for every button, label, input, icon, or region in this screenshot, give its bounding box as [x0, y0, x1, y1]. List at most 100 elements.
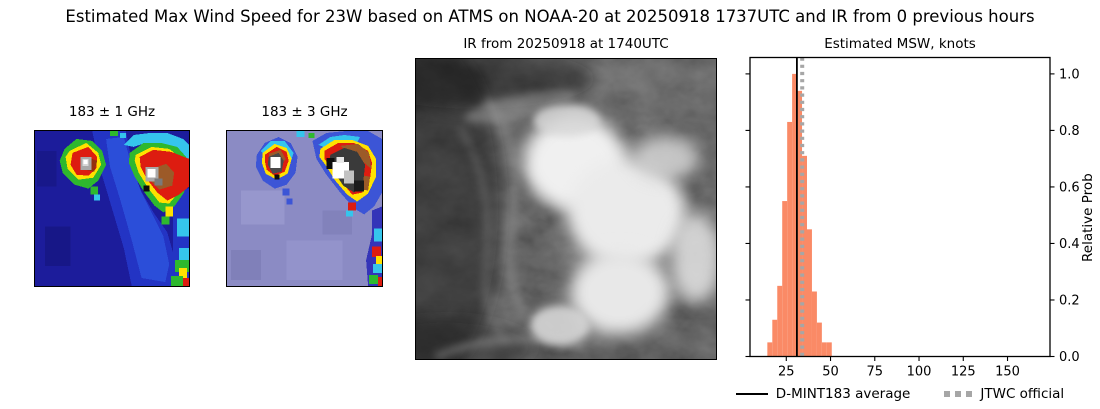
jtwc-dotted-line-sample [944, 391, 973, 397]
mw1-top-speck [110, 131, 118, 136]
y-tick-label: 0.8 [1059, 124, 1080, 139]
ir-storm-south [569, 250, 670, 335]
ir-wisp-arc1 [482, 95, 530, 320]
mw2-streak-yellow [376, 256, 382, 266]
hist-bar [821, 342, 827, 357]
mw2-top-speck2 [308, 132, 315, 138]
ir-dark-left [416, 59, 504, 359]
y-tick-label: 0.6 [1059, 180, 1080, 195]
mw2-b-black1 [326, 157, 335, 169]
mw1-streak-green2 [171, 276, 184, 286]
hist-frame [749, 56, 1051, 358]
mw2-svg [227, 131, 382, 286]
jtwc-dot [955, 391, 962, 397]
mw2-streak-cyan [374, 228, 382, 242]
mw2-blob-b [312, 131, 382, 217]
ir-storm-clouds [523, 104, 716, 346]
mw2-mottle4 [322, 210, 353, 235]
ir-storm-sw [530, 305, 590, 346]
x-tick-label: 150 [995, 365, 1020, 380]
hist-bar [782, 201, 788, 357]
mw2-streak-red [372, 246, 382, 258]
hist-bar [767, 342, 773, 357]
x-tick-label: 100 [907, 365, 932, 380]
mw2-a-trail2 [286, 198, 293, 205]
ir-wisps [434, 89, 586, 359]
mw1-blob-a [59, 138, 107, 201]
hist-bar [772, 319, 778, 357]
ir-wisp-band [463, 89, 577, 124]
mw1-blob-b [123, 132, 189, 225]
hist-plot-group: 25 50 75 100 125 150 0.0 0.2 0.4 0.6 0.8 1.0 [745, 56, 1080, 380]
hist-bar [806, 229, 812, 357]
mw1-scene [35, 131, 189, 286]
hist-title: Estimated MSW, knots [824, 36, 976, 52]
mw1-b-black-px [143, 185, 150, 192]
ir-image [415, 58, 717, 360]
mw1-streak-green [175, 260, 189, 273]
jtwc-dot [944, 391, 951, 397]
hist-bar [777, 285, 783, 357]
mw2-mottle3 [230, 250, 261, 281]
mw2-top-speck [296, 131, 305, 137]
mw1-streak-cyan2 [179, 248, 189, 261]
hist-bar [797, 90, 803, 357]
y-tick-label: 0.2 [1059, 293, 1080, 308]
mw1-a-tail-cyan [94, 194, 101, 201]
mw1-streak-yellow [179, 268, 188, 281]
mw1-brighter-band [106, 136, 170, 283]
mw1-b-spike-yellow [165, 206, 174, 217]
figure-title: Estimated Max Wind Speed for 23W based o… [65, 7, 1035, 26]
y-tick-label: 1.0 [1059, 67, 1080, 82]
hist-bar [811, 291, 817, 357]
hist-legend: D-MINT183 average JTWC official [695, 386, 1100, 402]
dmint-average-line-sample [735, 393, 768, 395]
mw1-a-tail-green [90, 186, 99, 195]
mw2-title: 183 ± 3 GHz [261, 104, 348, 120]
ir-svg [416, 59, 716, 359]
ir-storm-band-ne [632, 136, 701, 181]
mw1-dark-patch [44, 226, 71, 267]
mw1-a-white-core [83, 159, 88, 164]
mw1-b-cyan [123, 132, 189, 161]
jtwc-dot [966, 391, 973, 397]
hist-bar [792, 73, 798, 357]
mw2-a-black-px [274, 174, 280, 180]
ir-dark-bottom [416, 317, 536, 359]
hist-chart: 25 50 75 100 125 150 0.0 0.2 0.4 0.6 0.8 1.0 [745, 56, 1080, 380]
mw1-b-darkgray [154, 178, 163, 186]
ir-storm-east [670, 212, 716, 303]
mw1-b-spike-green [161, 216, 170, 225]
y-tick-label: 0.0 [1059, 350, 1080, 365]
mw2-streak-cyan2 [373, 264, 382, 274]
mw2-b-black2 [354, 180, 365, 192]
mw2-image [226, 130, 383, 287]
hist-bar [826, 342, 832, 357]
mw2-blob-a [255, 136, 298, 205]
mw2-mottle2 [286, 240, 343, 281]
hist-bar [802, 155, 807, 357]
mw2-scene [227, 131, 382, 286]
mw1-image [34, 130, 190, 287]
mw2-a-white-core [270, 156, 281, 168]
mw1-top-speck2 [119, 132, 126, 138]
ir-wisp-arc2 [457, 126, 509, 345]
dmint-average-label: D-MINT183 average [775, 386, 911, 402]
mw1-dark-patch2 [36, 150, 57, 187]
jtwc-official-label: JTWC official [980, 386, 1065, 402]
x-tick-label: 125 [951, 365, 976, 380]
hist-bar [816, 322, 822, 357]
ir-storm-main [566, 158, 687, 268]
mw1-svg [35, 131, 189, 286]
mw1-b-white-core [147, 168, 156, 178]
mw1-right-streak [171, 218, 189, 286]
mw2-b-gray-core [344, 170, 355, 184]
x-tick-label: 75 [867, 365, 884, 380]
mw2-streak-green [369, 275, 379, 285]
mw2-b-spike-red [348, 202, 357, 211]
mw1-streak-red [183, 278, 189, 286]
mw2-b-spike-cyan [346, 210, 354, 217]
mw2-b-core-top [336, 156, 345, 163]
ir-storm-top [533, 104, 601, 137]
